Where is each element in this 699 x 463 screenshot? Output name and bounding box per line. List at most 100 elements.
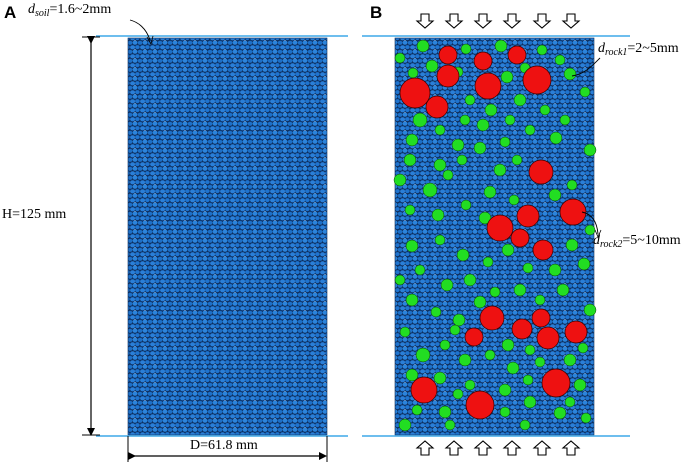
small-rock-particle <box>519 419 531 431</box>
panel-b-letter: B <box>370 3 383 22</box>
small-rock-particle <box>452 388 464 400</box>
small-rock-particle <box>499 406 511 418</box>
small-rock-particle <box>449 324 461 336</box>
drock2-subscript: rock2 <box>600 239 623 250</box>
small-rock-particle <box>415 347 431 363</box>
large-rock-particle <box>474 72 502 100</box>
small-rock-particle <box>394 52 406 64</box>
small-rock-particle <box>438 405 452 419</box>
drock2-symbol: d <box>593 233 600 248</box>
small-rock-particle <box>553 406 567 420</box>
small-rock-particle <box>579 86 591 98</box>
drock2-label: drock2=5~10mm <box>593 234 681 250</box>
dsoil-leader-line <box>129 19 151 41</box>
large-rock-particle <box>522 65 552 95</box>
small-rock-particle <box>398 418 412 432</box>
small-rock-particle <box>414 264 426 276</box>
small-rock-particle <box>534 294 546 306</box>
small-rock-particle <box>405 368 419 382</box>
small-rock-particle <box>501 243 515 257</box>
load-arrow-icon <box>415 440 435 456</box>
bottom-load-arrows <box>415 440 581 456</box>
small-rock-particle <box>563 67 577 81</box>
small-rock-particle <box>456 248 470 262</box>
small-rock-particle <box>422 182 438 198</box>
small-rock-particle <box>564 396 576 408</box>
small-rock-particle <box>394 274 406 286</box>
small-rock-particle <box>393 173 407 187</box>
small-rock-particle <box>460 199 472 211</box>
large-rock-particle <box>486 214 514 242</box>
small-rock-particle <box>583 303 597 317</box>
small-rock-particles <box>393 39 597 432</box>
small-rock-particle <box>493 163 507 177</box>
small-rock-particle <box>563 353 577 367</box>
small-rock-particle <box>459 114 471 126</box>
small-rock-particle <box>577 257 591 271</box>
panel-a-letter: A <box>4 3 17 22</box>
small-rock-particle <box>464 379 476 391</box>
small-rock-particle <box>489 286 501 298</box>
large-rock-particle <box>516 204 540 228</box>
large-rock-particle <box>464 327 484 347</box>
small-rock-particle <box>522 262 534 274</box>
small-rock-particle <box>452 313 466 327</box>
panel-b <box>362 13 630 456</box>
small-rock-particle <box>511 154 523 166</box>
large-rock-particle <box>510 228 530 248</box>
small-rock-particle <box>431 208 445 222</box>
top-load-arrows <box>415 13 581 29</box>
load-arrow-icon <box>415 13 435 29</box>
small-rock-particle <box>501 338 515 352</box>
small-rock-particle <box>405 239 419 253</box>
small-rock-particle <box>583 143 597 157</box>
small-rock-particle <box>554 54 566 66</box>
drock1-leader-line <box>571 57 601 77</box>
small-rock-particle <box>513 283 527 297</box>
small-rock-particle <box>513 93 527 107</box>
large-rock-particle <box>410 376 438 404</box>
large-rock-particle <box>425 95 449 119</box>
large-rock-particle <box>479 305 505 331</box>
small-rock-particle <box>404 204 416 216</box>
small-rock-particle <box>451 138 465 152</box>
small-rock-particle <box>548 263 562 277</box>
small-rock-particle <box>508 194 520 206</box>
load-arrow-icon <box>473 13 493 29</box>
soil-specimen-a <box>127 37 328 436</box>
small-rock-particle <box>577 342 589 354</box>
small-rock-particle <box>399 326 411 338</box>
small-rock-particle <box>476 118 490 132</box>
drock1-symbol: d <box>598 41 605 56</box>
small-rock-particle <box>458 353 472 367</box>
small-rock-particle <box>500 70 514 84</box>
large-rock-particle <box>564 320 588 344</box>
load-arrow-icon <box>502 13 522 29</box>
drock1-label: drock1=2~5mm <box>598 42 679 58</box>
small-rock-particle <box>425 59 439 73</box>
large-rock-particle <box>507 45 527 65</box>
small-rock-particle <box>478 211 492 225</box>
small-rock-particle <box>442 169 454 181</box>
small-rock-particle <box>473 141 487 155</box>
small-rock-particle <box>548 188 562 202</box>
large-rock-particle <box>399 77 431 109</box>
large-rock-particle <box>536 326 560 350</box>
small-rock-particle <box>405 293 419 307</box>
small-rock-particle <box>494 39 508 53</box>
small-rock-particle <box>483 185 497 199</box>
small-rock-particle <box>407 67 419 79</box>
small-rock-particle <box>580 412 592 424</box>
small-rock-particle <box>523 395 537 409</box>
large-rock-particle <box>528 159 554 185</box>
small-rock-particle <box>506 361 520 375</box>
small-rock-particle <box>524 124 536 136</box>
drock1-value: =2~5mm <box>627 41 679 56</box>
large-rock-particle <box>532 239 554 261</box>
large-rock-particle <box>511 318 533 340</box>
load-arrow-icon <box>532 440 552 456</box>
dsoil-subscript: soil <box>35 8 50 19</box>
small-rock-particle <box>566 179 578 191</box>
small-rock-particle <box>430 306 442 318</box>
panel-a <box>82 19 348 462</box>
